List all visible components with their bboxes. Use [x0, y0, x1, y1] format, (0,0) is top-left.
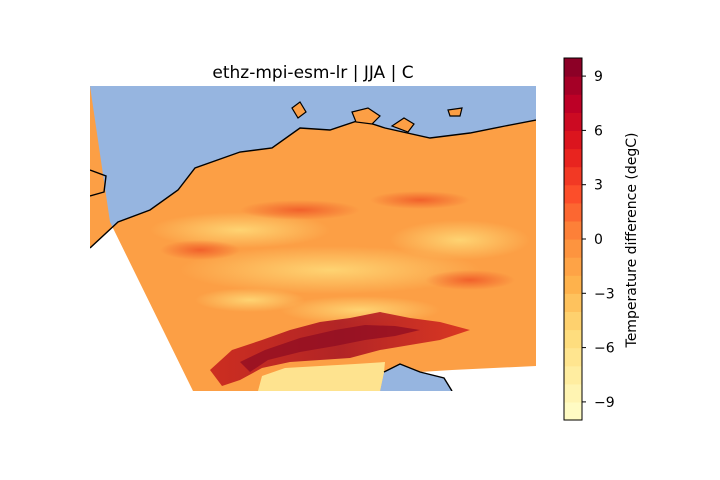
colorbar-step — [564, 329, 582, 349]
colorbar-tick-label: −3 — [594, 286, 615, 302]
alps-core — [240, 325, 420, 372]
colorbar-tick-label: −6 — [594, 341, 615, 357]
colorbar-step — [564, 293, 582, 312]
colorbar-step — [564, 275, 582, 294]
islands — [291, 101, 463, 133]
colorbar-step — [564, 220, 582, 240]
colorbar-step — [564, 130, 582, 150]
colorbar: 9 6 3 0 −3 −6 −9 Temperature difference (degC) — [563, 57, 640, 421]
colorbar-tick-label: 3 — [594, 178, 603, 194]
colorbar-step — [564, 58, 582, 77]
colorbar-step — [564, 347, 582, 367]
colorbar-step — [564, 166, 582, 186]
colorbar-step — [564, 94, 582, 113]
colorbar-step — [564, 239, 582, 258]
map-title: ethz-mpi-esm-lr | JJA | C — [212, 63, 413, 83]
colorbar-step — [564, 184, 582, 204]
colorbar-tick-label: 0 — [594, 232, 603, 248]
colorbar-tick-label: 9 — [594, 69, 603, 85]
sea-area — [90, 86, 536, 248]
colorbar-tick-label: −9 — [594, 395, 615, 411]
po-valley — [258, 362, 385, 391]
map-panel — [90, 86, 536, 391]
colorbar-step — [564, 365, 582, 385]
colorbar-step — [564, 401, 582, 421]
colorbar-tick-label: 6 — [594, 123, 603, 139]
colorbar-step — [564, 202, 582, 222]
colorbar-label: Temperature difference (degC) — [624, 133, 640, 349]
colorbar-step — [564, 257, 582, 276]
colorbar-step — [564, 112, 582, 131]
colorbar-step — [564, 76, 582, 95]
colorbar-step — [564, 311, 582, 331]
colorbar-step — [564, 148, 582, 168]
sea-adriatic — [380, 364, 452, 391]
colorbar-step — [564, 383, 582, 403]
coastlines — [90, 119, 536, 391]
